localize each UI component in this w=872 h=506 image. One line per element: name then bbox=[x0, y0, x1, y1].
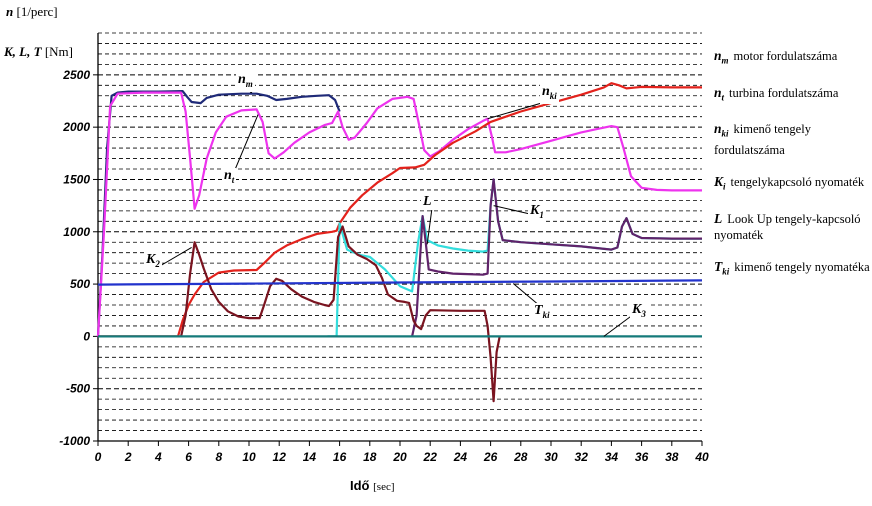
leader-k3 bbox=[603, 313, 635, 337]
x-tick-label: 16 bbox=[333, 450, 347, 464]
x-tick-label: 32 bbox=[575, 450, 589, 464]
x-tick-label: 36 bbox=[635, 450, 649, 464]
annotation-nki: nki bbox=[540, 84, 559, 104]
series-line-n-t bbox=[96, 91, 702, 337]
x-tick-label: 2 bbox=[124, 450, 132, 464]
leader-tki bbox=[512, 283, 541, 307]
y-tick-label: 1500 bbox=[63, 172, 90, 186]
x-tick-label: 14 bbox=[303, 450, 317, 464]
x-axis-title: Idő [sec] bbox=[350, 478, 395, 493]
y-axis-title-line2: K, L, T [Nm] bbox=[4, 44, 73, 59]
legend-item-l: L Look Up tengely-kapcsoló nyomaték bbox=[714, 210, 861, 242]
leader-nt bbox=[233, 114, 259, 173]
x-tick-label: 8 bbox=[215, 450, 222, 464]
y-axis-title-line1: n [1/perc] bbox=[6, 4, 58, 19]
legend-item-nt: nt turbina fordulatszáma bbox=[714, 84, 839, 103]
x-tick-label: 18 bbox=[363, 450, 377, 464]
annotation-l: L bbox=[421, 194, 434, 210]
leader-l bbox=[426, 207, 433, 245]
x-tick-label: 20 bbox=[392, 450, 407, 464]
x-tick-label: 38 bbox=[665, 450, 679, 464]
x-tick-label: 6 bbox=[185, 450, 192, 464]
x-tick-label: 4 bbox=[154, 450, 162, 464]
y-tick-label: 1000 bbox=[63, 225, 90, 239]
y-tick-label: 2000 bbox=[62, 120, 90, 134]
x-tick-label: 34 bbox=[605, 450, 619, 464]
series-line-n-m bbox=[96, 89, 341, 337]
legend: nm motor fordulatszáma nt turbina fordulat… bbox=[714, 48, 870, 295]
legend-item-nki: nki kimenő tengely fordulatszáma bbox=[714, 121, 811, 158]
y-tick-label: -1000 bbox=[59, 434, 90, 448]
leader-nm bbox=[249, 91, 253, 94]
x-tick-label: 10 bbox=[242, 450, 256, 464]
gridlines bbox=[98, 32, 702, 431]
leader-k1 bbox=[493, 205, 531, 215]
x-tick-label: 12 bbox=[273, 450, 287, 464]
y-tick-label: 500 bbox=[70, 277, 90, 291]
legend-item-tki: Tki kimenő tengely nyomatéka bbox=[714, 258, 870, 277]
y-tick-label: 2500 bbox=[62, 68, 90, 82]
legend-item-ki: Ki tengelykapcsoló nyomaték bbox=[714, 174, 865, 192]
series-line-k1 bbox=[411, 178, 702, 337]
x-tick-label: 22 bbox=[423, 450, 438, 464]
x-tick-label: 26 bbox=[483, 450, 498, 464]
y-tick-label: -500 bbox=[66, 382, 90, 396]
x-tick-label: 28 bbox=[513, 450, 528, 464]
series-line-n-ki bbox=[98, 82, 702, 338]
annotation-tki: Tki bbox=[532, 303, 552, 323]
annotation-nt: nt bbox=[222, 168, 237, 188]
leader-k2 bbox=[159, 247, 192, 267]
annotation-k3: K3 bbox=[630, 302, 648, 322]
series-line-t-ki bbox=[97, 279, 703, 286]
x-tick-label: 24 bbox=[453, 450, 468, 464]
y-tick-label: 0 bbox=[83, 329, 90, 343]
series-line-k2 bbox=[180, 225, 501, 403]
x-tick-label: 30 bbox=[544, 450, 558, 464]
annotation-k1: K1 bbox=[528, 203, 546, 223]
annotation-nm: nm bbox=[236, 72, 255, 92]
legend-item-nm: nm motor fordulatszáma bbox=[714, 48, 838, 66]
x-tick-label: 0 bbox=[95, 450, 102, 464]
annotation-k2: K2 bbox=[144, 252, 162, 272]
x-tick-label: 40 bbox=[694, 450, 709, 464]
